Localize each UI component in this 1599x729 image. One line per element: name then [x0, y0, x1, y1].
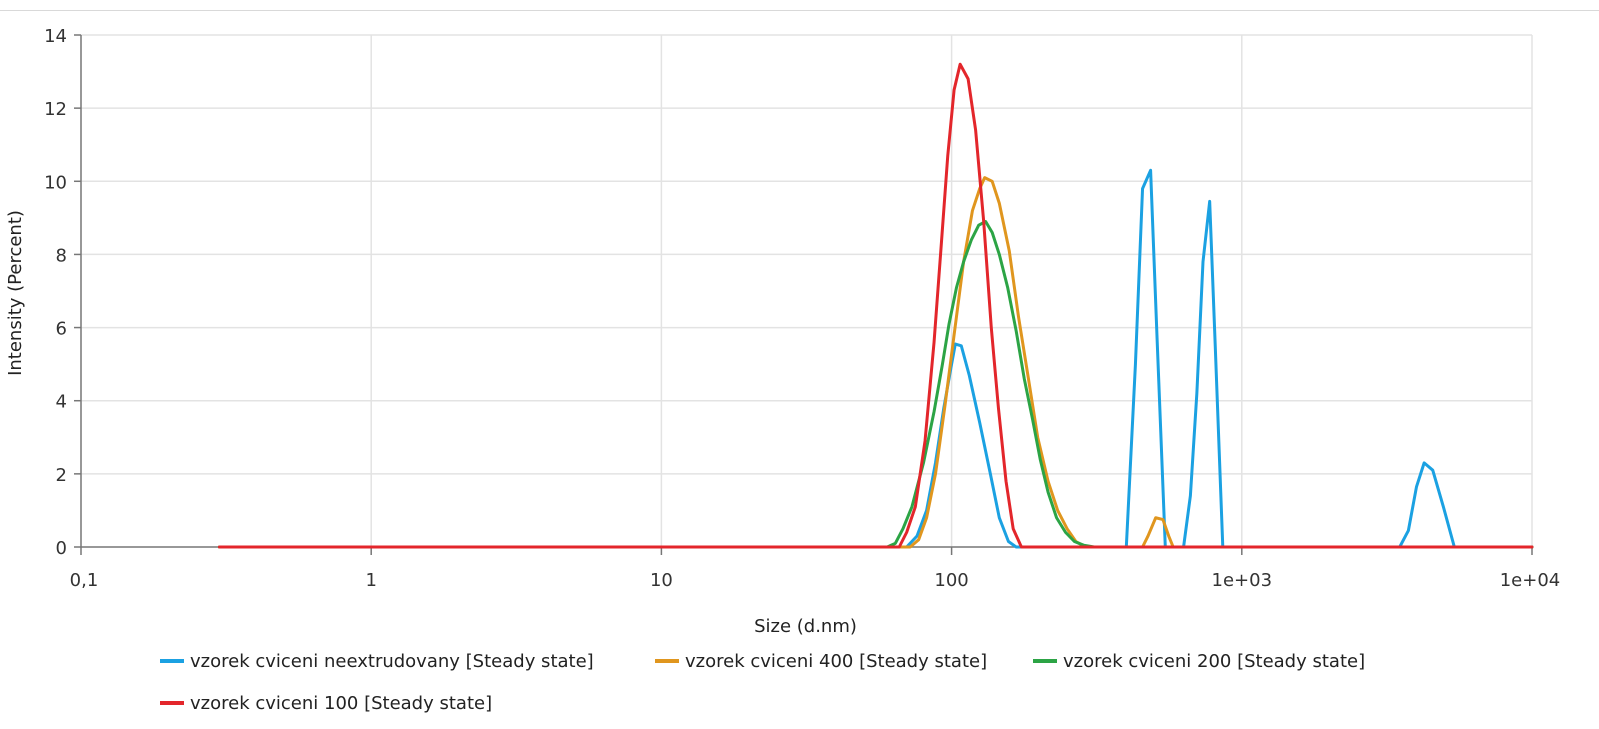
series-line-1	[217, 168, 1534, 549]
legend-swatch	[1033, 659, 1057, 663]
grid	[81, 34, 1533, 547]
legend-swatch	[655, 659, 679, 663]
x-tick-label: 1e+03	[1212, 570, 1273, 591]
y-tick-label: 4	[56, 392, 67, 413]
y-tick-label: 12	[44, 99, 67, 120]
legend: vzorek cviceni neextrudovany [Steady sta…	[160, 651, 1365, 714]
legend-item-2[interactable]: vzorek cviceni 400 [Steady state]	[655, 651, 987, 672]
x-tick-label: 1	[365, 570, 376, 591]
y-tick-label: 8	[56, 245, 67, 266]
legend-item-3[interactable]: vzorek cviceni 200 [Steady state]	[1033, 651, 1365, 672]
legend-label: vzorek cviceni 400 [Steady state]	[685, 651, 987, 672]
top-divider	[0, 10, 1599, 11]
legend-label: vzorek cviceni 200 [Steady state]	[1063, 651, 1365, 672]
series-line-2	[217, 176, 1534, 549]
series-group	[217, 62, 1534, 549]
y-tick-label: 14	[44, 26, 67, 47]
legend-item-1[interactable]: vzorek cviceni neextrudovany [Steady sta…	[160, 651, 594, 672]
y-tick-label: 2	[56, 465, 67, 486]
legend-swatch	[160, 701, 184, 705]
series-line-3	[217, 220, 1534, 549]
x-tick-label: 100	[934, 570, 968, 591]
y-tick-label: 10	[44, 172, 67, 193]
series-line-4	[217, 62, 1534, 549]
y-tick-label: 6	[56, 319, 67, 340]
legend-swatch	[160, 659, 184, 663]
x-tick-label: 0,1	[70, 570, 99, 591]
x-tick-label: 10	[650, 570, 673, 591]
x-tick-label: 1e+04	[1500, 570, 1561, 591]
axes: 0 2 4 6 8 10 12 14 0,1 1 10 100 1e+03 1e+04 Size (d.nm…	[5, 26, 1560, 637]
y-axis-title: Intensity (Percent)	[5, 210, 26, 376]
x-axis-title: Size (d.nm)	[754, 616, 857, 637]
legend-item-4[interactable]: vzorek cviceni 100 [Steady state]	[160, 693, 492, 714]
legend-label: vzorek cviceni 100 [Steady state]	[190, 693, 492, 714]
legend-label: vzorek cviceni neextrudovany [Steady sta…	[190, 651, 594, 672]
y-tick-label: 0	[56, 538, 67, 559]
